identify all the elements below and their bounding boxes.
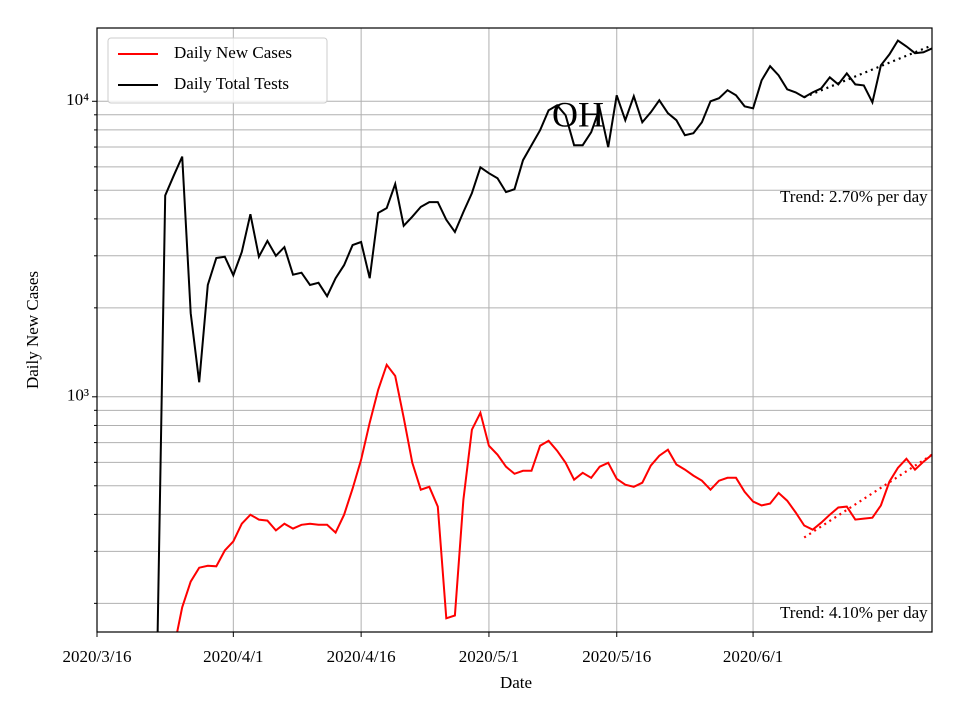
x-tick-label: 2020/5/1 <box>459 647 519 666</box>
legend-label: Daily New Cases <box>174 43 292 62</box>
trend-line <box>803 44 932 99</box>
y-axis-label: Daily New Cases <box>23 271 42 389</box>
series-line <box>156 39 932 632</box>
plot-lines <box>156 39 932 632</box>
legend: Daily New Cases Daily Total Tests <box>107 37 328 104</box>
legend-box <box>107 37 328 104</box>
grid <box>96 28 932 632</box>
x-tick-label: 2020/3/16 <box>63 647 132 666</box>
x-tick-label: 2020/6/1 <box>723 647 783 666</box>
x-axis-label: Date <box>500 673 532 692</box>
x-tick-label: 2020/4/16 <box>327 647 396 666</box>
trend-label: Trend: 2.70% per day <box>780 187 928 206</box>
trend-line <box>803 453 932 539</box>
y-tick-label: 10³ <box>67 386 89 405</box>
chart-title: OH <box>552 94 604 134</box>
x-tick-label: 2020/5/16 <box>582 647 651 666</box>
y-tick-label: 10⁴ <box>66 90 89 109</box>
plot-frame <box>96 27 933 633</box>
legend-label: Daily Total Tests <box>174 74 289 93</box>
series-line <box>176 362 932 632</box>
trend-label: Trend: 4.10% per day <box>780 603 928 622</box>
x-tick-label: 2020/4/1 <box>203 647 263 666</box>
